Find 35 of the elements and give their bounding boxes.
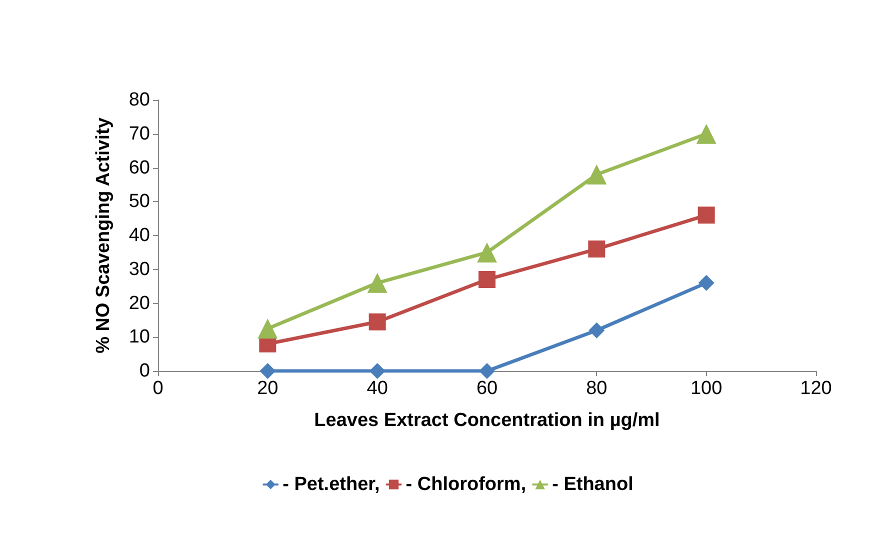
point [588,240,606,258]
y-tick-label: 60 [128,157,150,178]
point [696,124,716,144]
y-tick-label: 0 [139,360,150,382]
legend-label: - Chloroform, [406,474,526,495]
x-tick-label: 60 [476,378,498,399]
y-axis-title: % NO Scavenging Activity [93,117,114,354]
point [698,274,714,291]
point [258,318,278,339]
x-tick-label: 20 [257,378,278,399]
point [477,242,497,262]
legend-label: - Ethanol [552,474,634,495]
y-tick-label: 70 [128,123,150,144]
y-tick-label: 20 [128,292,150,314]
point [369,363,386,379]
y-tick-label: 50 [128,191,150,212]
point [698,206,715,224]
point [478,271,496,288]
y-tick-label: 10 [128,326,150,348]
point [260,363,276,379]
x-tick-label: 0 [152,378,164,399]
y-tick-label: 30 [128,258,150,280]
x-axis-title: Leaves Extract Concentration in µg/ml [314,410,660,431]
x-tick-label: 100 [690,378,722,399]
x-tick-label: 40 [366,378,388,399]
x-tick-label: 120 [800,378,832,399]
x-tick-label: 80 [586,378,608,399]
point [479,363,495,379]
point [367,272,388,293]
legend-label: - Pet.ether, [282,474,380,495]
point [586,164,607,185]
y-tick-label: 40 [128,225,150,246]
point [588,322,605,338]
y-tick-label: 80 [128,90,150,110]
point [368,313,386,330]
